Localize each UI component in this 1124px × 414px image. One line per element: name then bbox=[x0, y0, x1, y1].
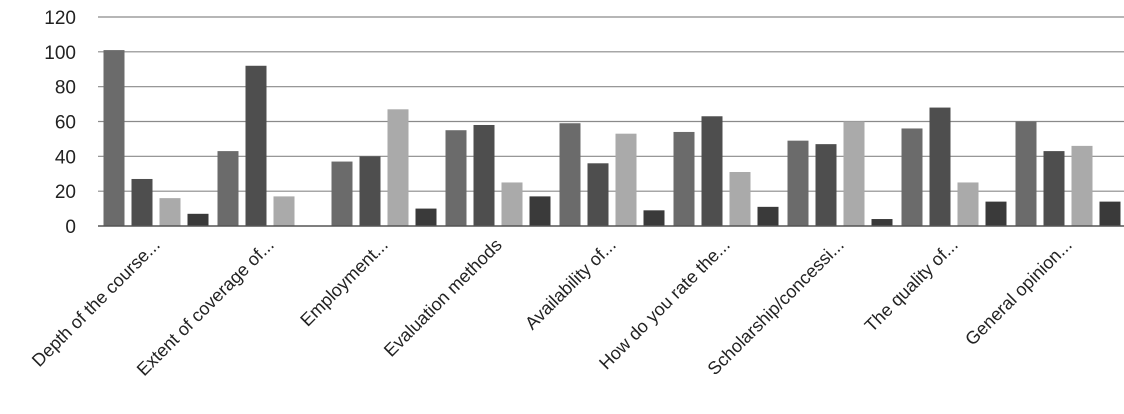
y-tick-label: 20 bbox=[55, 182, 76, 203]
bar bbox=[559, 123, 581, 226]
bar bbox=[729, 172, 751, 226]
bar bbox=[929, 107, 951, 226]
x-category-label: Employment... bbox=[296, 235, 391, 330]
bar bbox=[159, 198, 181, 226]
bar bbox=[501, 182, 523, 226]
bar bbox=[1071, 145, 1093, 226]
x-category-label: General opinion... bbox=[961, 235, 1076, 350]
bar bbox=[701, 116, 723, 226]
bar bbox=[843, 121, 865, 226]
bar bbox=[217, 151, 239, 226]
y-tick-label: 80 bbox=[55, 78, 76, 99]
bar bbox=[673, 131, 695, 226]
bar bbox=[445, 130, 467, 226]
bar bbox=[387, 109, 409, 226]
bar bbox=[815, 144, 837, 226]
gridlines bbox=[98, 16, 1124, 192]
x-category-label: Availability of... bbox=[521, 235, 620, 334]
y-tick-label: 60 bbox=[55, 113, 76, 134]
bar bbox=[985, 201, 1007, 226]
bar bbox=[587, 163, 609, 226]
y-tick-label: 120 bbox=[44, 8, 76, 29]
bar bbox=[1043, 151, 1065, 226]
bar bbox=[787, 140, 809, 226]
bar bbox=[359, 156, 381, 226]
bars bbox=[103, 50, 1121, 227]
bar bbox=[473, 124, 495, 226]
x-category-label: The quality of... bbox=[861, 235, 962, 336]
bar bbox=[131, 178, 153, 226]
y-tick-label: 40 bbox=[55, 147, 76, 168]
x-axis-labels: Depth of the course...Extent of coverage… bbox=[28, 235, 1076, 380]
bar bbox=[615, 133, 637, 226]
bar bbox=[871, 219, 893, 226]
y-axis-ticks: 0 20 40 60 80 100 120 bbox=[44, 8, 76, 238]
y-tick-label: 0 bbox=[65, 217, 76, 238]
bar bbox=[187, 213, 209, 226]
x-category-label: How do you rate the... bbox=[595, 235, 734, 374]
bar bbox=[757, 206, 779, 226]
bar bbox=[245, 65, 267, 227]
bar bbox=[529, 196, 551, 226]
bar bbox=[103, 50, 125, 226]
y-tick-label: 100 bbox=[44, 43, 76, 64]
bar bbox=[273, 196, 295, 226]
x-category-label: Evaluation methods bbox=[380, 235, 506, 361]
bar bbox=[1015, 121, 1037, 226]
bar bbox=[1099, 201, 1121, 226]
bar bbox=[643, 210, 665, 226]
x-category-label: Depth of the course... bbox=[28, 235, 164, 371]
bar bbox=[901, 128, 923, 226]
bar bbox=[331, 161, 353, 226]
bar bbox=[415, 208, 437, 226]
bar bbox=[957, 182, 979, 226]
